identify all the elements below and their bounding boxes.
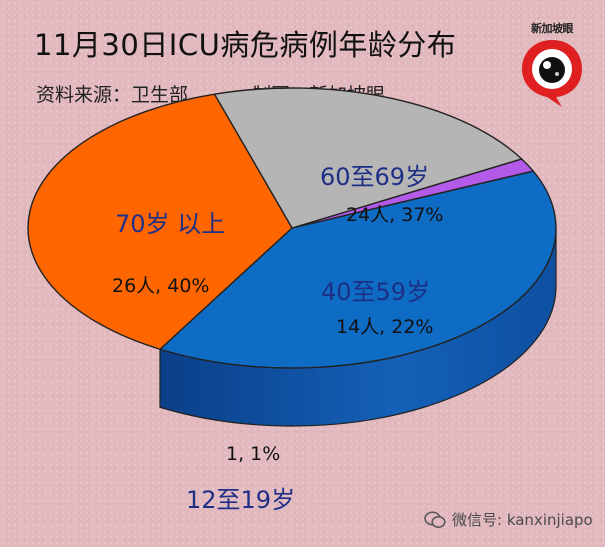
logo-text: 新加坡眼 (531, 22, 574, 35)
label-val-60-69: 24人, 37% (346, 204, 444, 226)
label-cat-12-19: 12至19岁 (186, 486, 296, 514)
source-credit: 资料来源：卫生部 (36, 84, 189, 106)
label-cat-70-plus: 70岁 以上 (115, 210, 226, 238)
chart-title: 11月30日ICU病危病例年龄分布 (34, 28, 457, 62)
pie-slice-40-59 (213, 87, 523, 229)
label-cat-40-59: 40至59岁 (321, 278, 431, 306)
eye-icon (522, 40, 582, 107)
label-val-70-plus: 26人, 40% (112, 275, 210, 297)
pie-slice-60-69 (27, 93, 293, 350)
label-val-12-19: 1, 1% (226, 443, 281, 465)
label-cat-60-69: 60至69岁 (320, 163, 430, 191)
watermark-text: 微信号: kanxinjiapo (452, 511, 593, 529)
brand-logo: 新加坡眼 (516, 20, 588, 110)
wechat-icon (424, 511, 446, 528)
label-val-40-59: 14人, 22% (336, 316, 434, 338)
wechat-watermark: 微信号: kanxinjiapo (424, 509, 593, 530)
pie-slice-70-plus (159, 170, 557, 369)
